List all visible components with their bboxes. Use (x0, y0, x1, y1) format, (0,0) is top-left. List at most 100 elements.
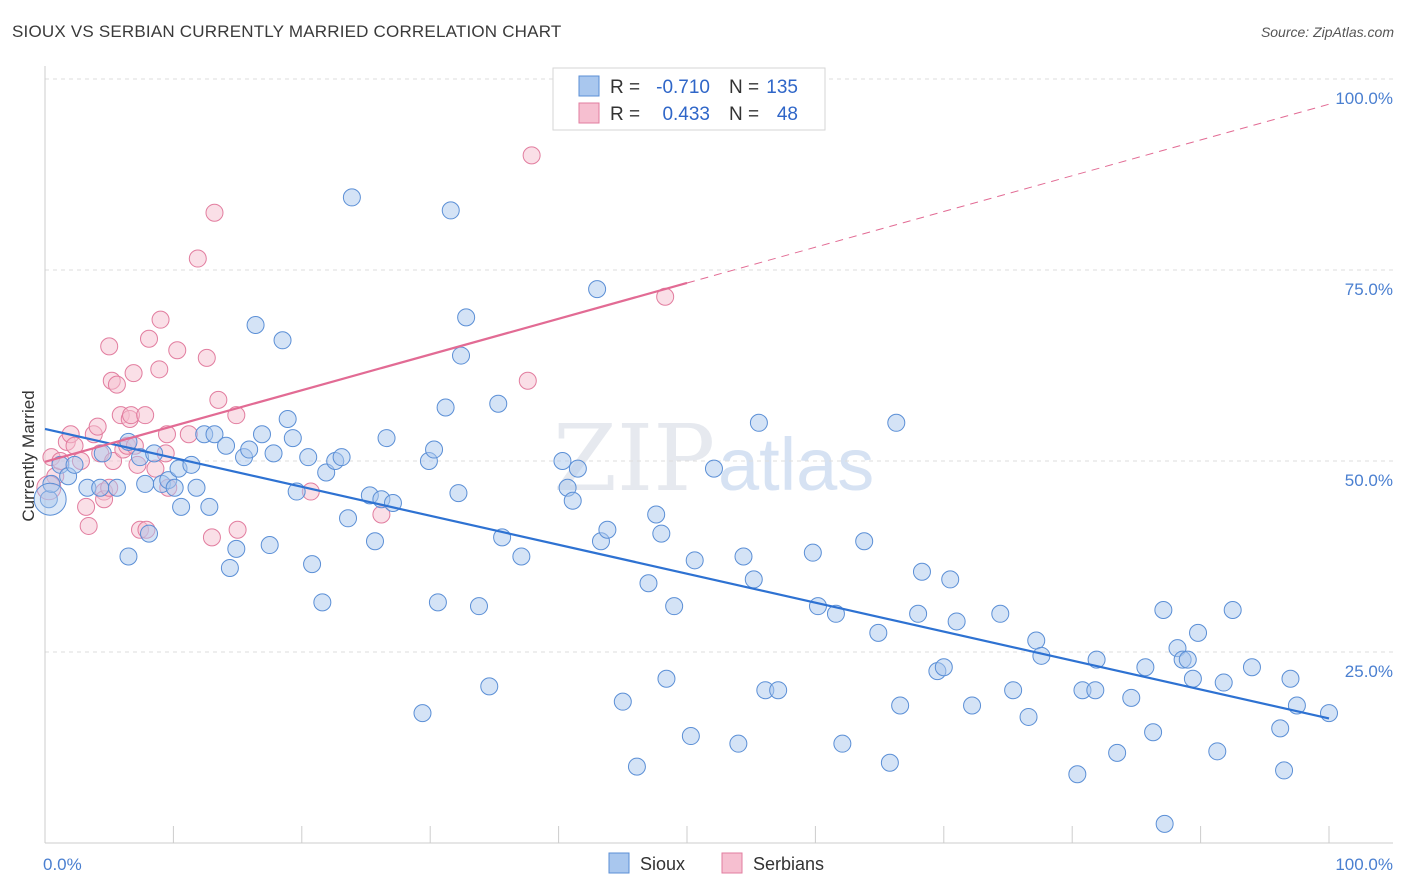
stats-legend: R = -0.710 N = 135 R = 0.433 N = 48 (552, 67, 826, 131)
sioux-n-value: 135 (766, 77, 798, 98)
sioux-point (563, 491, 582, 510)
sioux-point (227, 539, 246, 558)
serbians-point (151, 310, 170, 329)
sioux-point (803, 543, 822, 562)
tick-labels: 25.0% 50.0% 75.0% 100.0% 0.0% 100.0% (43, 89, 1393, 874)
sioux-point (428, 593, 447, 612)
serbians-point (209, 390, 228, 409)
sioux-point (91, 478, 110, 497)
sioux-point (1004, 681, 1023, 700)
sioux-point (729, 734, 748, 753)
serbians-point (197, 348, 216, 367)
sioux-point (665, 597, 684, 616)
sioux-r-label: R = (610, 77, 640, 98)
sioux-point (744, 570, 763, 589)
sioux-point (1068, 765, 1087, 784)
sioux-point (217, 436, 236, 455)
serbians-point (205, 203, 224, 222)
sioux-point (1320, 704, 1338, 723)
gridlines (45, 78, 1393, 653)
serbians-legend-swatch (578, 102, 600, 124)
sioux-point (119, 547, 138, 566)
serbians-point (140, 329, 159, 348)
sioux-point (1108, 743, 1127, 762)
sioux-point (42, 474, 61, 493)
sioux-trend-line (44, 427, 1330, 720)
sioux-point (749, 413, 768, 432)
sioux-points (33, 188, 1338, 833)
sioux-point (568, 459, 587, 478)
sioux-point (365, 532, 384, 551)
sioux-point (200, 497, 219, 516)
source-credit: Source: ZipAtlas.com (1260, 24, 1394, 40)
sioux-point (469, 597, 488, 616)
sioux-point (205, 425, 224, 444)
sioux-point (339, 509, 358, 528)
sioux-point (65, 455, 84, 474)
serbians-n-value: 48 (777, 104, 798, 125)
sioux-point (855, 532, 874, 551)
sioux-point (887, 413, 906, 432)
sioux-point (1208, 742, 1227, 761)
sioux-point (909, 604, 928, 623)
sioux-point (588, 280, 607, 299)
serbians-point (518, 371, 537, 390)
sioux-point (1223, 600, 1242, 619)
serbians-point (202, 528, 221, 547)
sioux-legend-swatch (578, 75, 600, 97)
sioux-point (657, 669, 676, 688)
sioux-point (1178, 650, 1197, 669)
sioux-point (1242, 658, 1261, 677)
y-tick-label: 75.0% (1345, 280, 1393, 299)
sioux-series-label: Sioux (640, 854, 685, 874)
sioux-point (273, 331, 292, 350)
sioux-point (1086, 681, 1105, 700)
sioux-point (303, 555, 322, 574)
sioux-point (1183, 669, 1202, 688)
serbians-point (179, 425, 198, 444)
sioux-point (1019, 707, 1038, 726)
watermark-atlas: atlas (718, 423, 874, 506)
sioux-point (246, 316, 265, 335)
sioux-point (1136, 658, 1155, 677)
sioux-point (1027, 631, 1046, 650)
sioux-point (457, 308, 476, 327)
sioux-point (1155, 814, 1174, 833)
sioux-point (1214, 673, 1233, 692)
watermark-zip: ZIP (553, 405, 715, 512)
sioux-point (452, 346, 471, 365)
x-tick-label-min: 0.0% (43, 855, 82, 874)
sioux-point (869, 623, 888, 642)
sioux-point (413, 704, 432, 723)
sioux-point (107, 478, 126, 497)
sioux-point (260, 536, 279, 555)
sioux-point (1275, 761, 1294, 780)
serbians-n-label: N = (729, 104, 759, 125)
sioux-point (512, 547, 531, 566)
sioux-point (991, 604, 1010, 623)
sioux-point (220, 558, 239, 577)
serbians-point (136, 406, 155, 425)
serbians-series-swatch (721, 852, 743, 874)
serbians-point (124, 364, 143, 383)
serbians-point (100, 337, 119, 356)
serbians-point (88, 417, 107, 436)
sioux-point (553, 452, 572, 470)
serbians-point (107, 375, 126, 394)
sioux-point (685, 551, 704, 570)
sioux-point (1281, 669, 1300, 688)
sioux-point (734, 547, 753, 566)
sioux-point (639, 574, 658, 593)
sioux-point (252, 425, 271, 444)
sioux-point-cluster (33, 482, 67, 516)
sioux-point (377, 429, 396, 448)
sioux-point (891, 696, 910, 715)
sioux-point (425, 440, 444, 459)
serbians-point (77, 497, 96, 516)
sioux-point (912, 562, 931, 581)
sioux-point (489, 394, 508, 413)
sioux-point (1144, 723, 1163, 742)
serbians-point (522, 146, 541, 165)
sioux-point (826, 604, 845, 623)
